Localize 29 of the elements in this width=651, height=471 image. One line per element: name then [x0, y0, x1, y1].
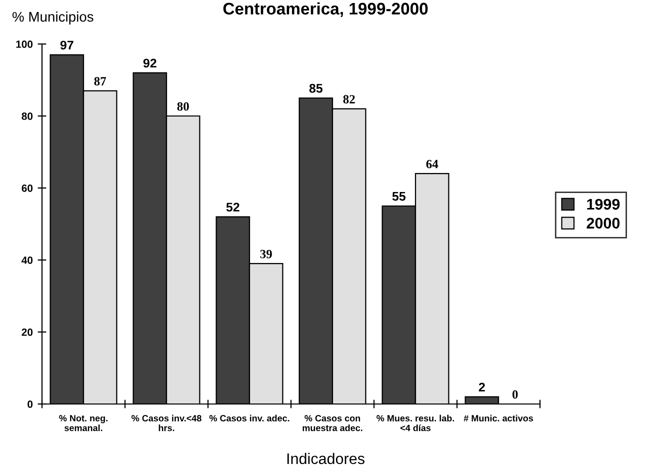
y-tick-label: 0 — [28, 400, 33, 408]
data-label: 64 — [426, 160, 438, 168]
data-label: 97 — [60, 40, 74, 50]
x-axis-title: Indicadores — [287, 452, 364, 464]
y-tick-label: 100 — [16, 40, 33, 48]
legend-label: 1999 — [587, 198, 620, 210]
x-tick-label: % Casos inv. adec. — [209, 414, 290, 422]
data-label: 92 — [143, 58, 156, 68]
y-tick-label: 40 — [22, 256, 33, 264]
data-label: 52 — [226, 202, 240, 212]
data-label: 39 — [260, 250, 272, 258]
legend-label: 2000 — [586, 218, 620, 229]
x-tick-label: % Not. neg. semanal. — [59, 415, 108, 432]
y-tick-label: 80 — [22, 112, 33, 120]
x-tick-label: # Munic. activos — [464, 414, 533, 422]
data-label: 82 — [343, 95, 355, 104]
data-label: 2 — [478, 382, 485, 392]
data-label: 55 — [392, 192, 406, 201]
data-label: 85 — [309, 84, 323, 93]
x-tick-label: % Mues. resu. lab. <4 días — [376, 414, 454, 432]
x-tick-label: % Casos inv.<48 hrs. — [132, 414, 202, 432]
data-label: 87 — [94, 77, 106, 86]
chart-title: Centroamerica, 1999-2000 — [223, 2, 428, 18]
y-axis-title: % Municipios — [12, 12, 94, 24]
y-tick-label: 20 — [22, 328, 33, 336]
x-tick-label: % Casos con muestra adec. — [302, 415, 362, 432]
data-label: 80 — [177, 102, 189, 111]
data-label: 0 — [512, 390, 518, 399]
y-tick-label: 60 — [22, 184, 33, 192]
